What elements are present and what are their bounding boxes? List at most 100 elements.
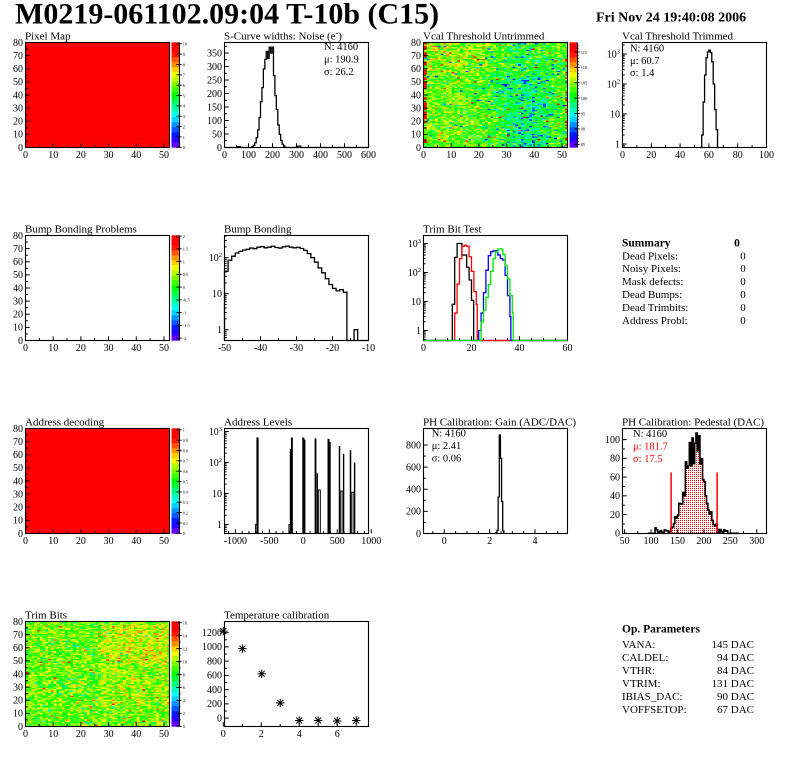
svg-text:σ: 1.4: σ: 1.4	[630, 68, 655, 79]
svg-text:S-Curve widths: Noise (e-): S-Curve widths: Noise (e-)	[224, 29, 342, 43]
svg-text:400: 400	[406, 485, 421, 496]
svg-text:Mask defects:: Mask defects:	[622, 276, 683, 288]
svg-text:0.8: 0.8	[183, 448, 188, 453]
svg-text:1000: 1000	[361, 536, 381, 547]
svg-text:300: 300	[749, 536, 764, 547]
svg-text:8: 8	[183, 672, 186, 677]
svg-text:10: 10	[48, 729, 58, 740]
svg-text:Vcal Threshold Trimmed: Vcal Threshold Trimmed	[622, 31, 734, 43]
svg-text:110: 110	[581, 65, 588, 70]
svg-text:105: 105	[581, 81, 588, 86]
svg-text:VOFFSETOP:: VOFFSETOP:	[622, 704, 687, 716]
svg-text:9: 9	[183, 52, 186, 57]
svg-text:4: 4	[183, 104, 186, 109]
svg-text:102: 102	[408, 267, 421, 279]
svg-text:200: 200	[696, 536, 711, 547]
svg-text:Bump Bonding: Bump Bonding	[224, 224, 292, 236]
svg-text:20: 20	[13, 117, 23, 128]
svg-text:20: 20	[76, 729, 86, 740]
svg-text:40: 40	[610, 491, 620, 502]
svg-text:1200: 1200	[202, 628, 222, 639]
svg-text:1: 1	[217, 520, 222, 531]
svg-text:0: 0	[23, 150, 28, 161]
svg-text:131 DAC: 131 DAC	[712, 678, 754, 690]
svg-text:40: 40	[131, 536, 141, 547]
svg-text:0: 0	[18, 143, 23, 154]
svg-text:1: 1	[183, 259, 185, 264]
svg-text:85: 85	[581, 142, 586, 147]
svg-text:50: 50	[159, 729, 169, 740]
svg-text:50: 50	[212, 129, 222, 140]
svg-text:40: 40	[131, 150, 141, 161]
svg-text:μ: 2.41: μ: 2.41	[432, 441, 462, 452]
svg-text:Fri Nov 24 19:40:08 2006: Fri Nov 24 19:40:08 2006	[596, 10, 746, 25]
svg-text:0: 0	[740, 289, 746, 301]
svg-text:0: 0	[18, 336, 23, 347]
svg-text:σ: 0.06: σ: 0.06	[432, 454, 462, 465]
svg-text:0: 0	[23, 536, 28, 547]
svg-text:Noisy Pixels:: Noisy Pixels:	[622, 263, 681, 275]
svg-text:95: 95	[581, 111, 586, 116]
svg-text:1000: 1000	[202, 642, 222, 653]
svg-text:2: 2	[183, 234, 185, 239]
svg-text:70: 70	[13, 437, 23, 448]
svg-text:0: 0	[740, 315, 746, 327]
svg-text:20: 20	[76, 536, 86, 547]
svg-text:150: 150	[670, 536, 685, 547]
svg-text:2: 2	[183, 711, 185, 716]
svg-text:20: 20	[610, 510, 620, 521]
svg-text:20: 20	[13, 503, 23, 514]
svg-text:300: 300	[207, 62, 222, 73]
svg-text:40: 40	[675, 150, 685, 161]
svg-text:103: 103	[209, 426, 223, 438]
svg-text:VTHR:: VTHR:	[622, 665, 655, 677]
svg-text:μ: 60.7: μ: 60.7	[630, 56, 660, 67]
svg-text:100: 100	[581, 96, 588, 101]
svg-text:50: 50	[159, 343, 169, 354]
svg-text:30: 30	[13, 296, 23, 307]
svg-text:200: 200	[406, 507, 421, 518]
svg-text:-1000: -1000	[224, 536, 247, 547]
svg-text:250: 250	[723, 536, 738, 547]
svg-text:Trim Bit Test: Trim Bit Test	[423, 224, 482, 236]
svg-text:0.1: 0.1	[183, 521, 188, 526]
svg-text:4: 4	[297, 729, 302, 740]
svg-text:0.6: 0.6	[183, 469, 188, 474]
svg-text:10: 10	[212, 489, 222, 500]
svg-text:0: 0	[421, 343, 426, 354]
svg-text:20: 20	[13, 310, 23, 321]
svg-text:10: 10	[13, 130, 23, 141]
svg-text:M0219-061102.09:04 T-10b (C15): M0219-061102.09:04 T-10b (C15)	[15, 0, 439, 31]
svg-text:0: 0	[18, 722, 23, 733]
svg-text:50: 50	[13, 463, 23, 474]
svg-text:40: 40	[131, 343, 141, 354]
svg-text:94 DAC: 94 DAC	[717, 652, 754, 664]
svg-text:80: 80	[13, 38, 23, 49]
svg-text:-20: -20	[326, 343, 339, 354]
svg-text:0: 0	[23, 343, 28, 354]
svg-text:100: 100	[207, 116, 222, 127]
svg-text:10: 10	[183, 659, 188, 664]
svg-text:60: 60	[610, 472, 620, 483]
svg-text:1: 1	[183, 135, 185, 140]
svg-text:0: 0	[183, 531, 185, 536]
svg-text:Pixel Map: Pixel Map	[25, 31, 71, 43]
svg-text:-0.5: -0.5	[183, 298, 191, 303]
svg-text:20: 20	[76, 150, 86, 161]
svg-text:30: 30	[411, 103, 421, 114]
svg-text:IBIAS_DAC:: IBIAS_DAC:	[622, 691, 683, 703]
svg-text:0: 0	[740, 276, 746, 288]
svg-text:0.5: 0.5	[183, 479, 188, 484]
svg-text:80: 80	[733, 150, 743, 161]
svg-text:30: 30	[104, 729, 114, 740]
svg-text:10: 10	[13, 709, 23, 720]
svg-text:10: 10	[411, 297, 421, 308]
svg-text:40: 40	[13, 90, 23, 101]
svg-text:VANA:: VANA:	[622, 639, 655, 651]
svg-text:80: 80	[411, 38, 421, 49]
svg-text:6: 6	[335, 729, 340, 740]
svg-text:67 DAC: 67 DAC	[717, 704, 754, 716]
svg-text:-1.5: -1.5	[183, 323, 191, 328]
svg-text:20: 20	[76, 343, 86, 354]
svg-text:103: 103	[607, 48, 621, 60]
